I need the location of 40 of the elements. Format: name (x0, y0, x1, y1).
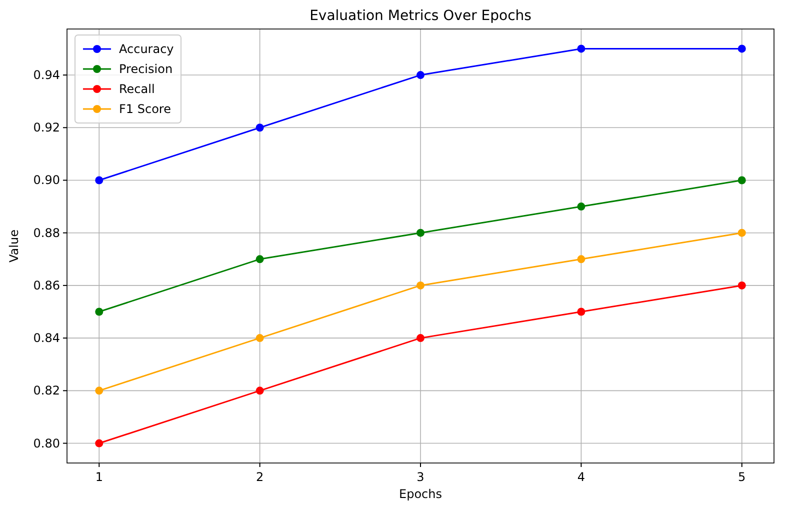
legend-label: Accuracy (119, 42, 174, 56)
y-axis-title: Value (7, 230, 21, 262)
y-tick-label: 0.90 (33, 173, 60, 188)
point (738, 176, 746, 184)
y-tick-label: 0.84 (33, 331, 60, 346)
x-tick-label: 3 (416, 470, 424, 484)
point (95, 439, 104, 448)
y-tick-label: 0.94 (33, 68, 60, 82)
point (256, 334, 264, 342)
y-tick-label: 0.88 (33, 226, 60, 240)
x-tick-label: 5 (738, 470, 746, 484)
point (256, 255, 264, 264)
y-tick-label: 0.86 (33, 278, 60, 292)
point (256, 386, 264, 395)
point (738, 44, 746, 53)
point (738, 228, 746, 237)
y-tick-label: 0.92 (33, 120, 60, 135)
point (416, 281, 424, 290)
point (416, 228, 424, 237)
legend-label: Recall (119, 82, 155, 96)
legend-label: Precision (119, 62, 173, 76)
x-tick-label: 1 (95, 470, 103, 484)
y-tick-label: 0.80 (33, 436, 60, 450)
point (738, 281, 746, 290)
point (577, 44, 586, 53)
point (577, 202, 586, 211)
point (577, 308, 586, 316)
point (416, 334, 424, 342)
point (95, 386, 104, 395)
x-axis-title: Epochs (399, 487, 442, 501)
point (95, 176, 104, 184)
point (416, 71, 424, 80)
x-tick-label: 2 (256, 470, 264, 484)
chart-title: Evaluation Metrics Over Epochs (310, 8, 532, 24)
point (256, 124, 264, 132)
point (95, 308, 104, 316)
legend-label: F1 Score (119, 102, 171, 116)
point (577, 255, 586, 264)
x-tick-label: 4 (577, 470, 585, 484)
y-tick-label: 0.82 (33, 384, 60, 398)
